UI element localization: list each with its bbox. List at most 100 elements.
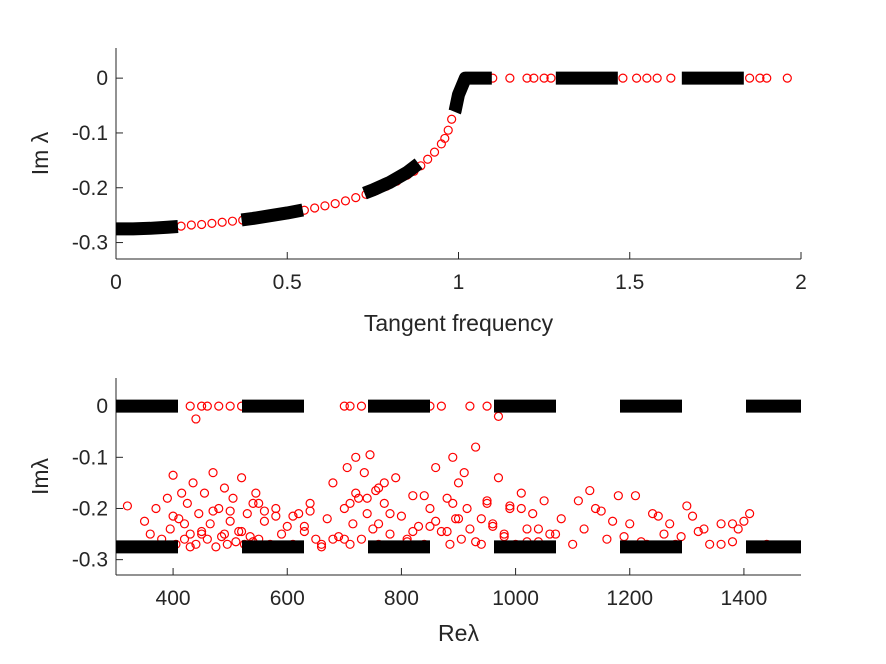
eigenvalue-marker <box>168 511 178 521</box>
x-axis-label: Tangent frequency <box>364 310 554 336</box>
eigenvalue-marker <box>356 534 367 544</box>
eigenvalue-marker <box>419 491 429 501</box>
eigenvalue-marker <box>225 516 235 526</box>
eigenvalue-marker <box>659 529 669 539</box>
eigenvalue-marker <box>339 503 349 514</box>
eigenvalue-marker <box>208 468 218 478</box>
eigenvalue-marker <box>373 483 384 493</box>
eigenvalue-marker <box>339 534 349 544</box>
eigenvalue-marker <box>197 529 207 539</box>
plot-area <box>116 71 801 236</box>
x-tick-label: 1400 <box>721 587 768 610</box>
eigenvalue-marker <box>311 534 321 544</box>
eigenvalue-marker <box>251 488 261 498</box>
eigenvalue-marker <box>310 203 320 213</box>
eigenvalue-marker <box>482 401 492 411</box>
eigenvalue-marker <box>242 508 252 519</box>
eigenvalue-marker <box>351 193 361 203</box>
eigenvalue-marker <box>362 508 372 519</box>
eigenvalue-marker <box>630 491 641 501</box>
eigenvalue-marker <box>456 534 466 544</box>
eigenvalue-marker <box>373 519 384 529</box>
eigenvalue-marker <box>493 473 504 483</box>
eigenvalue-marker <box>436 526 446 537</box>
eigenvalue-marker <box>533 524 544 534</box>
eigenvalue-marker <box>618 73 628 83</box>
eigenvalue-marker <box>179 519 190 529</box>
eigenvalue-marker <box>442 526 452 537</box>
eigenvalue-marker <box>699 524 709 534</box>
eigenvalue-marker <box>443 125 453 135</box>
eigenvalue-marker <box>448 498 458 508</box>
eigenvalue-marker <box>162 493 172 503</box>
eigenvalue-marker <box>197 219 207 230</box>
eigenvalue-marker <box>211 542 221 552</box>
eigenvalue-marker <box>522 73 532 83</box>
eigenvalue-marker <box>545 529 555 539</box>
eigenvalue-marker <box>356 401 367 411</box>
y-tick-label: -0.3 <box>72 232 108 255</box>
eigenvalue-marker <box>191 539 201 549</box>
eigenvalue-marker <box>573 496 583 506</box>
eigenvalue-marker <box>739 516 749 526</box>
eigenvalue-marker <box>625 519 635 529</box>
eigenvalue-marker <box>488 519 498 529</box>
eigenvalue-marker <box>219 529 230 539</box>
eigenvalue-marker <box>528 508 538 519</box>
plot-area <box>116 399 801 554</box>
eigenvalue-marker <box>425 521 435 531</box>
eigenvalue-marker <box>288 511 298 521</box>
eigenvalue-marker <box>482 498 492 508</box>
eigenvalue-marker <box>340 196 351 206</box>
eigenvalue-marker <box>231 537 241 547</box>
eigenvalue-marker <box>254 498 264 508</box>
eigenvalue-marker <box>448 452 458 462</box>
eigenvalue-marker <box>165 524 175 534</box>
eigenvalue-marker <box>462 503 472 514</box>
eigenvalue-marker <box>168 470 178 480</box>
eigenvalue-marker <box>755 73 765 83</box>
eigenvalue-marker <box>271 511 281 521</box>
eigenvalue-marker <box>653 511 663 521</box>
eigenvalue-marker <box>205 519 215 529</box>
x-tick-label: 1.5 <box>615 271 644 294</box>
eigenvalue-marker <box>197 526 207 537</box>
eigenvalue-marker <box>608 516 618 526</box>
eigenvalue-marker <box>476 539 486 549</box>
eigenvalue-marker <box>522 524 532 534</box>
eigenvalue-marker <box>122 501 133 511</box>
eigenvalue-marker <box>546 73 556 83</box>
eigenvalue-marker <box>425 503 435 514</box>
eigenvalue-marker <box>186 220 196 230</box>
eigenvalue-marker <box>782 73 792 83</box>
eigenvalue-marker <box>413 521 424 531</box>
eigenvalue-marker <box>431 516 441 526</box>
eigenvalue-marker <box>529 73 539 83</box>
eigenvalue-marker <box>202 401 212 411</box>
eigenvalue-marker <box>465 524 475 534</box>
x-tick-label: 1000 <box>492 587 539 610</box>
eigenvalue-marker <box>379 498 389 508</box>
eigenvalue-marker <box>613 491 623 501</box>
eigenvalue-marker <box>499 529 509 539</box>
eigenvalue-marker <box>362 493 372 503</box>
eigenvalue-marker <box>488 521 498 531</box>
eigenvalue-marker <box>228 493 238 503</box>
eigenvalue-marker <box>391 473 401 483</box>
eigenvalue-marker <box>197 401 207 411</box>
eigenvalue-marker <box>328 478 338 488</box>
eigenvalue-marker <box>236 473 247 483</box>
eigenvalue-marker <box>202 534 212 544</box>
x-tick-label: 1200 <box>606 587 653 610</box>
eigenvalue-marker <box>762 73 772 83</box>
eigenvalue-marker <box>505 501 515 511</box>
eigenvalue-marker <box>208 506 218 516</box>
eigenvalue-marker <box>465 401 475 411</box>
eigenvalue-marker <box>179 534 190 544</box>
eigenvalue-marker <box>385 529 395 539</box>
eigenvalue-marker <box>379 478 389 488</box>
eigenvalue-marker <box>368 524 378 534</box>
eigenvalue-marker <box>222 539 232 549</box>
eigenvalue-marker <box>259 516 270 526</box>
